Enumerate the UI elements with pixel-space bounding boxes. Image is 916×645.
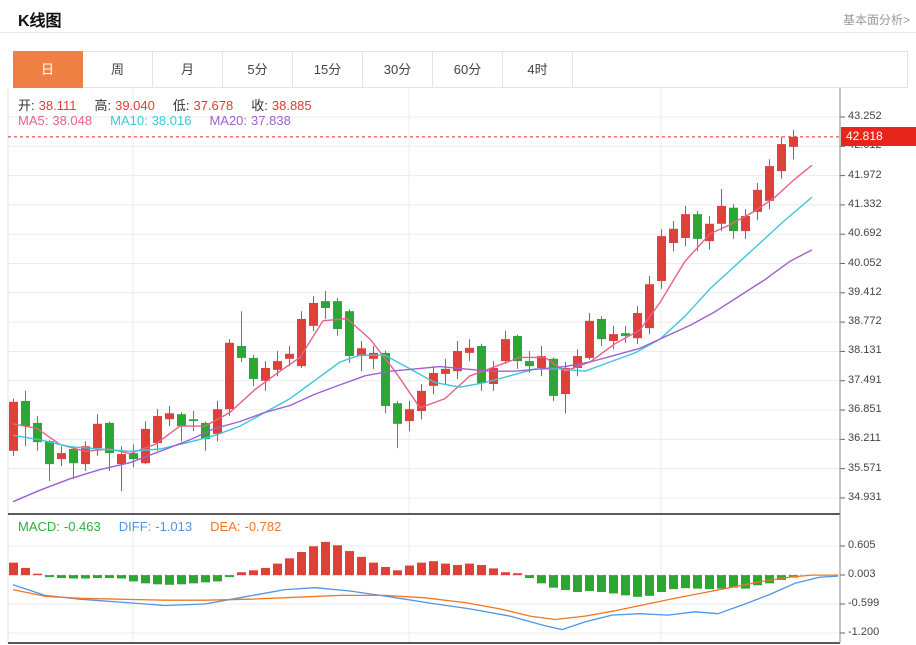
- info-item: 低: 37.678: [172, 98, 234, 113]
- info-item: MA5: 38.048: [18, 113, 93, 128]
- info-item: DEA: -0.782: [210, 519, 282, 534]
- main-axis-tick: 38.772: [848, 315, 882, 328]
- main-axis-tick: 36.211: [848, 432, 881, 445]
- macd-axis-tick: 0.003: [848, 568, 876, 580]
- macd-axis-tick: 0.605: [848, 539, 876, 551]
- period-tabs: 日周月 5分 15分 30分 60分 4时: [13, 51, 908, 88]
- main-axis-tick: 38.131: [848, 344, 882, 357]
- period-tab-3[interactable]: 月: [153, 52, 223, 87]
- header: K线图 基本面分析>: [0, 0, 916, 33]
- info-item: MA20: 37.838: [209, 113, 291, 128]
- main-axis-tick: 36.851: [848, 403, 882, 416]
- main-axis-tick: 34.931: [848, 490, 882, 503]
- info-item: 收: 38.885: [251, 98, 312, 113]
- macd-axis-tick: -0.599: [848, 597, 880, 609]
- main-axis-tick: 37.491: [848, 373, 882, 386]
- main-axis-tick: 35.571: [848, 461, 882, 474]
- main-axis-tick: 43.252: [848, 110, 882, 122]
- info-item: MACD: -0.463: [18, 519, 101, 534]
- main-axis-tick: 40.692: [848, 227, 882, 240]
- period-tab-2[interactable]: 周: [83, 52, 153, 87]
- macd-info: MACD: -0.463 DIFF: -1.013 DEA: -0.782: [18, 519, 299, 534]
- ma-info: MA5: 38.048 MA10: 38.016 MA20: 37.838: [18, 113, 309, 128]
- ohlc-info: 开: 38.111 高: 39.040 低: 37.678 收: 38.885: [18, 95, 330, 114]
- period-tab-5[interactable]: 15分: [293, 52, 363, 87]
- main-axis-tick: 39.412: [848, 285, 882, 298]
- info-item: 开: 38.111: [18, 98, 77, 113]
- current-price-label: 42.818: [841, 127, 916, 147]
- page-title: K线图: [18, 13, 62, 30]
- macd-axis-tick: -1.200: [848, 625, 880, 638]
- period-tab-4[interactable]: 5分: [223, 52, 293, 87]
- period-tab-1[interactable]: 日: [13, 51, 83, 88]
- fundamental-analysis-link[interactable]: 基本面分析>: [842, 13, 910, 27]
- info-item: MA10: 38.016: [110, 113, 192, 128]
- period-tab-8[interactable]: 4时: [503, 52, 573, 87]
- main-axis-tick: 41.972: [848, 168, 882, 181]
- main-axis-tick: 41.332: [848, 197, 882, 210]
- period-tab-7[interactable]: 60分: [433, 52, 503, 87]
- info-item: 高: 39.040: [94, 98, 155, 113]
- period-tab-6[interactable]: 30分: [363, 52, 433, 87]
- main-axis-tick: 40.052: [848, 256, 882, 269]
- info-item: DIFF: -1.013: [118, 519, 193, 534]
